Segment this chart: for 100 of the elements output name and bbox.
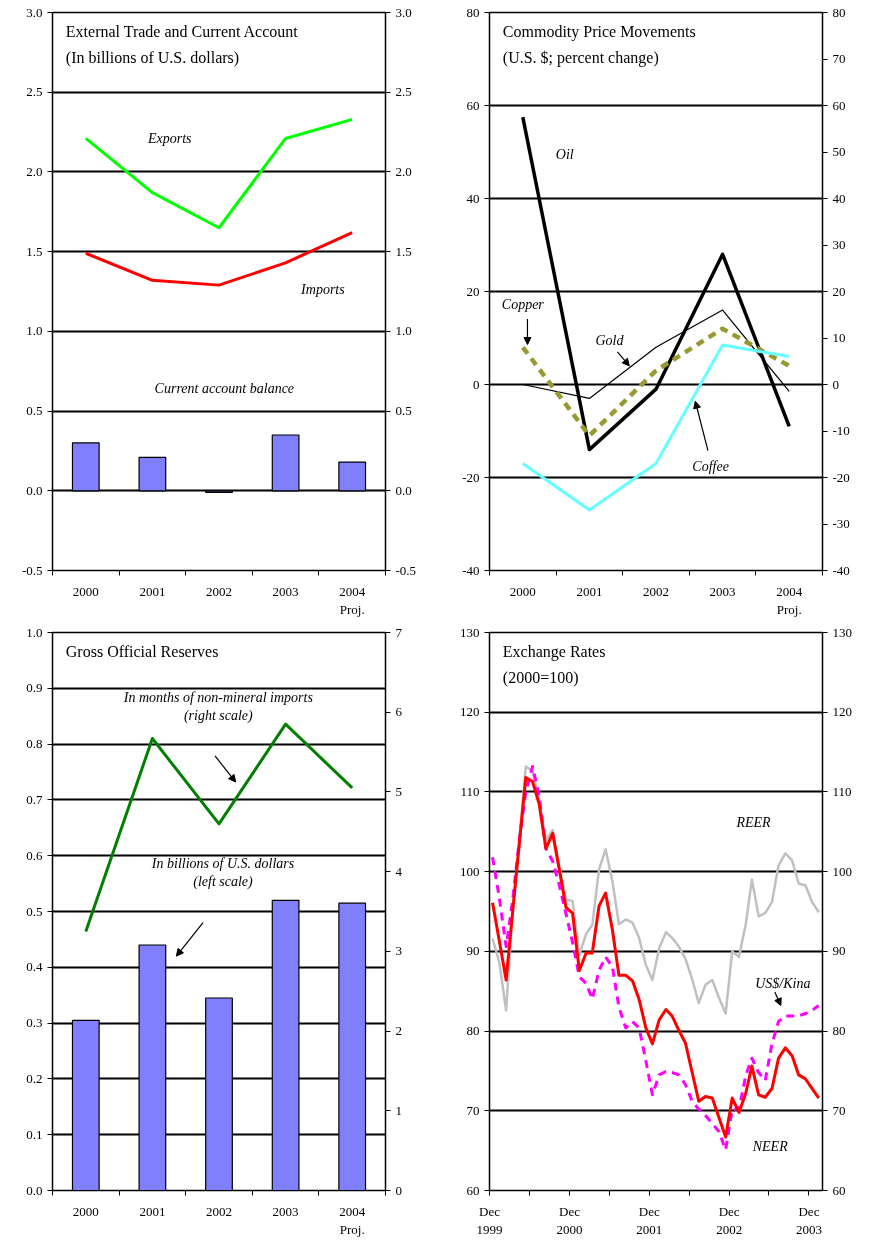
- y2-tick-label: 90: [832, 943, 846, 959]
- y-tick-label: 0.0: [26, 1182, 43, 1198]
- text: Gross Official Reserves: [65, 642, 219, 660]
- y2-tick-label: 20: [832, 283, 846, 299]
- line-series: [84, 117, 354, 230]
- x-tick-label: 2000: [72, 1203, 99, 1219]
- y-tick-label: 80: [466, 4, 480, 20]
- y2-tick-label: 120: [832, 704, 852, 720]
- x-tick-label: 2002: [206, 1203, 232, 1219]
- x-tick-label: Dec 2002: [716, 1203, 743, 1237]
- y2-tick-label: -0.5: [395, 562, 417, 578]
- y-tick-label: 3.0: [26, 4, 43, 20]
- y2-tick-label: 2.0: [395, 163, 412, 179]
- y-tick-label: 0.1: [26, 1126, 43, 1142]
- y-tick-label: 60: [466, 1182, 480, 1198]
- text: Current account balance: [154, 381, 295, 397]
- y-tick-label: -20: [462, 469, 480, 485]
- x-tick-label: 2004 Proj.: [339, 1203, 366, 1237]
- y2-tick-label: 4: [395, 863, 403, 879]
- y2-tick-label: -30: [832, 516, 850, 531]
- series-label: Gold: [595, 332, 625, 348]
- x-tick-label: 2003: [272, 583, 299, 599]
- y-tick-label: 1.0: [26, 624, 43, 640]
- y2-tick-label: 1.0: [395, 323, 412, 339]
- y2-tick-label: 6: [395, 704, 403, 720]
- text: Exchange Rates: [502, 642, 606, 661]
- y-tick-label: 0.9: [26, 680, 43, 696]
- x-tick-label: 2002: [206, 583, 232, 599]
- x-tick-label: Dec 1999: [476, 1203, 503, 1237]
- y2-tick-label: 70: [832, 51, 846, 66]
- y-tick-label: -0.5: [21, 562, 43, 578]
- line-series: [521, 343, 791, 512]
- text: External Trade and Current Account: [65, 22, 299, 40]
- y2-tick-label: 80: [832, 4, 846, 20]
- y-tick-label: 120: [460, 704, 480, 720]
- y-tick-label: 0: [473, 376, 480, 392]
- y-tick-label: 110: [460, 783, 480, 799]
- x-tick-label: 2000: [72, 583, 99, 599]
- y2-tick-label: 1.5: [395, 243, 412, 259]
- y-tick-label: 70: [466, 1102, 480, 1118]
- y2-tick-label: 5: [395, 783, 402, 799]
- y-tick-label: 100: [460, 863, 480, 879]
- y2-tick-label: 2.5: [395, 84, 412, 100]
- x-tick-label: 2001: [576, 583, 603, 599]
- x-tick-label: Dec 2000: [556, 1203, 583, 1237]
- text: (2000=100): [502, 668, 579, 687]
- series-label: NEER: [751, 1139, 789, 1155]
- y-tick-label: 0.7: [26, 791, 43, 807]
- y-tick-label: 0.5: [26, 903, 43, 919]
- y2-tick-label: 1: [395, 1102, 402, 1118]
- y2-tick-label: 110: [832, 783, 852, 799]
- y-tick-label: 0.5: [26, 403, 43, 419]
- y-tick-label: 0.0: [26, 482, 43, 498]
- y-tick-label: 80: [466, 1023, 480, 1039]
- text: Commodity Price Movements: [502, 22, 696, 41]
- text: Exports: [146, 130, 193, 146]
- text: (In billions of U.S. dollars): [65, 48, 240, 67]
- y-tick-label: 1.5: [26, 243, 43, 259]
- x-tick-label: 2001: [139, 583, 166, 599]
- y-tick-label: 0.4: [26, 959, 43, 975]
- y2-tick-label: 3: [395, 943, 402, 959]
- text: (U.S. $; percent change): [502, 48, 659, 67]
- y2-tick-label: 40: [832, 190, 846, 206]
- x-tick-label: Dec 2001: [636, 1203, 663, 1237]
- text: Coffee: [692, 459, 729, 475]
- y-tick-label: 60: [466, 97, 480, 113]
- x-tick-label: Dec 2003: [795, 1203, 822, 1237]
- x-tick-label: 2000: [509, 583, 536, 599]
- y2-tick-label: -10: [832, 423, 850, 438]
- y-tick-label: 130: [460, 624, 480, 640]
- y2-tick-label: 0.5: [395, 403, 412, 419]
- x-tick-label: 2004 Proj.: [339, 583, 366, 617]
- y2-tick-label: 3.0: [395, 4, 412, 20]
- x-tick-label: 2004 Proj.: [776, 583, 803, 617]
- y-tick-label: 1.0: [26, 323, 43, 339]
- y2-tick-label: 130: [832, 624, 852, 640]
- y-tick-label: 90: [466, 943, 480, 959]
- x-tick-label: 2002: [643, 583, 669, 599]
- y2-tick-label: 7: [395, 624, 403, 640]
- y2-tick-label: 70: [832, 1102, 846, 1118]
- y-tick-label: 2.5: [26, 84, 43, 100]
- series-label: In months of non-mineral imports (right scale): [122, 689, 314, 724]
- y2-tick-label: 0: [395, 1182, 402, 1198]
- y-tick-label: 0.6: [26, 847, 43, 863]
- y2-tick-label: 50: [832, 144, 846, 159]
- y-tick-label: 0.2: [26, 1070, 43, 1086]
- line-series: [84, 722, 354, 933]
- y-tick-label: 40: [466, 190, 480, 206]
- y2-tick-label: 0.0: [395, 482, 412, 498]
- y-tick-label: 0.8: [26, 736, 43, 752]
- y2-tick-label: 60: [832, 1182, 846, 1198]
- y2-tick-label: 0: [832, 376, 839, 392]
- line-series: [520, 326, 792, 438]
- y2-tick-label: 2: [395, 1023, 402, 1039]
- y2-tick-label: 80: [832, 1023, 846, 1039]
- text: Copper: [501, 297, 545, 313]
- x-tick-label: 2003: [709, 583, 736, 599]
- series-label: In billions of U.S. dollars (left scale): [150, 855, 295, 890]
- series-label: Imports: [300, 282, 346, 298]
- y-tick-label: 2.0: [26, 163, 43, 179]
